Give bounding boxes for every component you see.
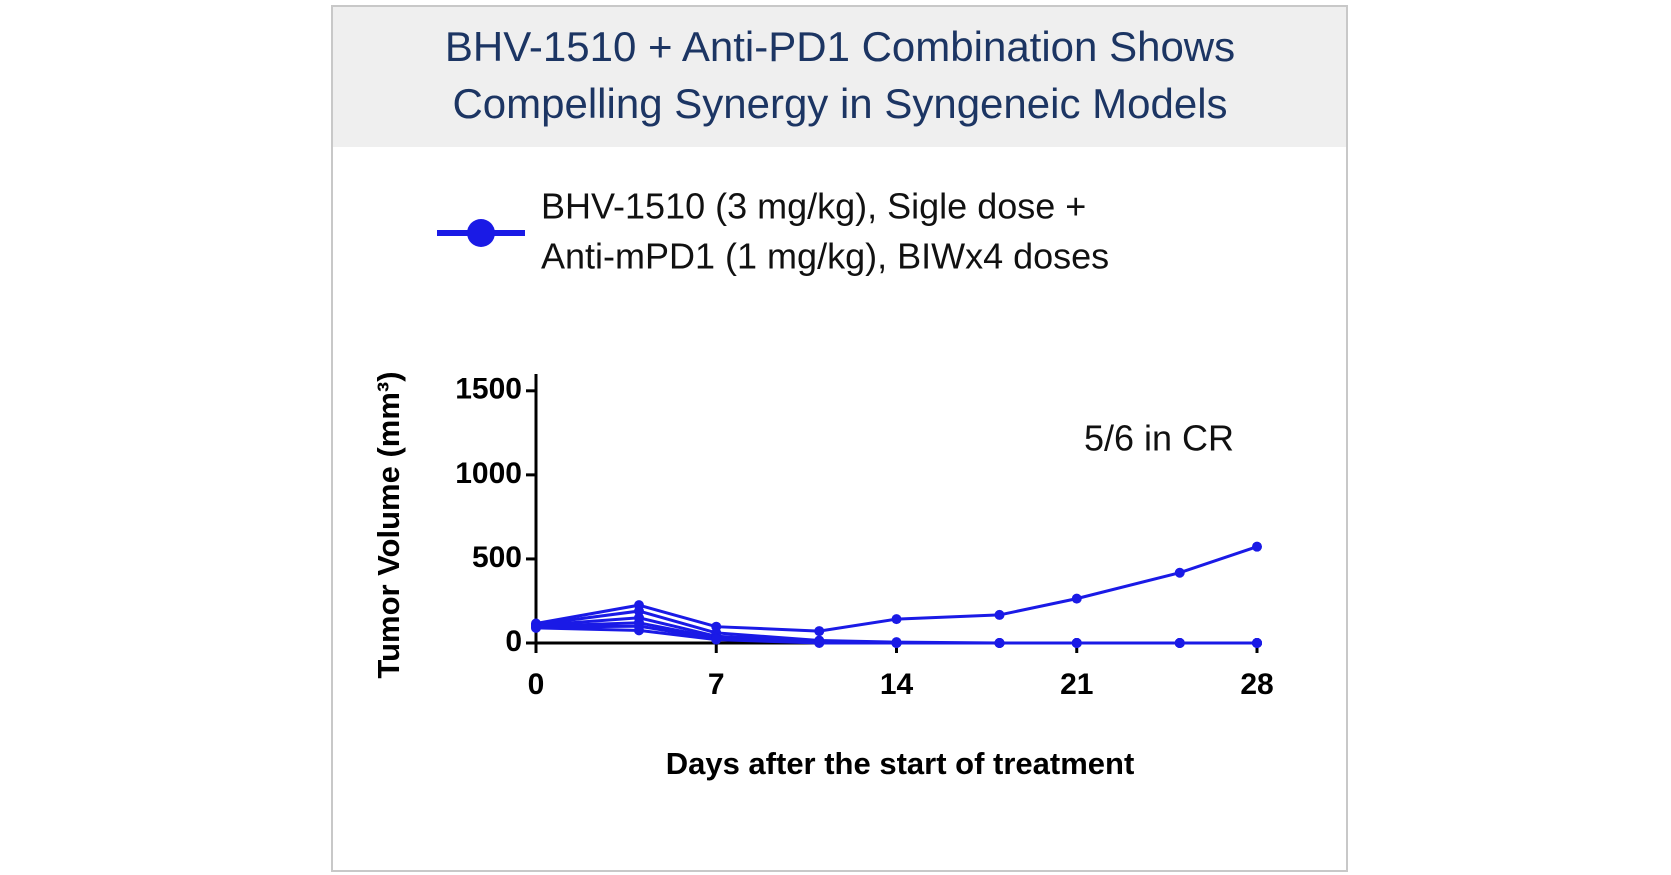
y-axis-label: Tumor Volume (mm³) (371, 371, 406, 678)
y-tick-label: 500 (472, 541, 522, 574)
data-point (1174, 638, 1185, 648)
data-point (994, 638, 1005, 648)
x-tick-label: 0 (528, 668, 545, 701)
data-point (814, 638, 825, 648)
x-axis-label: Days after the start of treatment (666, 746, 1135, 781)
x-tick-label: 21 (1060, 668, 1093, 701)
frame (331, 5, 1348, 872)
data-point (814, 626, 825, 637)
x-tick-label: 7 (708, 668, 725, 701)
x-tick-label: 14 (880, 668, 914, 701)
data-point (1071, 638, 1082, 648)
data-point (531, 622, 541, 633)
title-band (333, 7, 1346, 147)
data-point (1252, 638, 1262, 648)
y-tick-label: 1000 (455, 457, 522, 490)
y-tick-label: 0 (505, 625, 522, 658)
data-point (994, 609, 1005, 620)
data-point (1071, 593, 1082, 604)
y-tick-label: 1500 (455, 373, 522, 406)
data-point (1174, 567, 1185, 578)
data-point (634, 625, 644, 636)
legend-label: BHV-1510 (3 mg/kg), Sigle dose + (541, 186, 1086, 227)
annotation: 5/6 in CR (1084, 418, 1234, 459)
title-line: BHV-1510 + Anti-PD1 Combination Shows (445, 23, 1235, 70)
data-point (891, 638, 902, 648)
title-line: Compelling Synergy in Syngeneic Models (452, 80, 1227, 127)
x-tick-label: 28 (1240, 668, 1273, 701)
legend-label: Anti-mPD1 (1 mg/kg), BIWx4 doses (541, 236, 1109, 277)
data-point (891, 614, 902, 625)
legend-marker (467, 219, 495, 247)
data-point (1252, 541, 1262, 552)
data-point (711, 634, 722, 645)
